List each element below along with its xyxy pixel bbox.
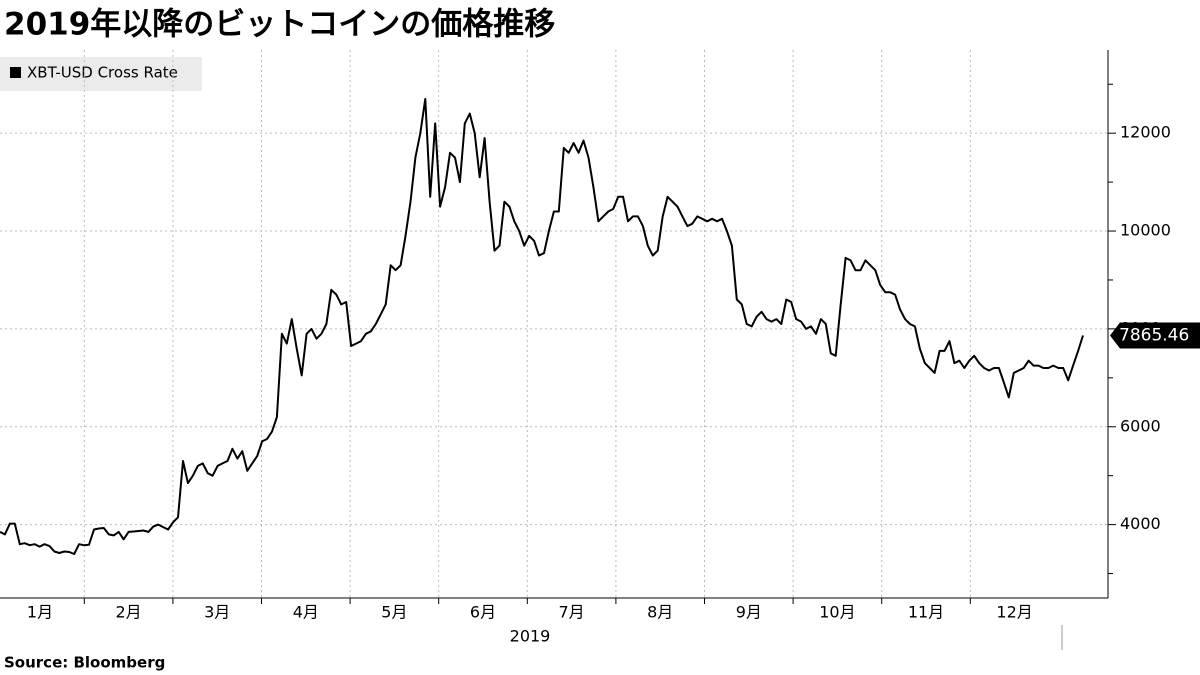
last-value-tag <box>1110 322 1200 349</box>
price-line <box>0 97 1084 555</box>
x-tick-label: 5月 <box>381 603 407 622</box>
x-tick-label: 4月 <box>293 603 319 622</box>
x-tick-label: 7月 <box>559 603 585 622</box>
legend-label: XBT-USD Cross Rate <box>27 64 178 82</box>
x-tick-label: 12月 <box>996 603 1032 622</box>
y-tick-label: 4000 <box>1120 514 1161 533</box>
x-tick-label: 1月 <box>27 603 53 622</box>
x-tick-label: 11月 <box>908 603 944 622</box>
chart-title: 2019年以降のビットコインの価格推移 <box>4 7 555 43</box>
source: Source: Bloomberg <box>4 654 165 672</box>
y-tick-label: 12000 <box>1120 123 1171 142</box>
x-tick-label: 8月 <box>647 603 673 622</box>
y-tick-label: 6000 <box>1120 416 1161 435</box>
x-tick-label: 6月 <box>470 603 496 622</box>
y-tick-label: 10000 <box>1120 221 1171 240</box>
legend-box <box>0 57 202 91</box>
x-tick-label: 2月 <box>116 603 142 622</box>
x-tick-label: 3月 <box>204 603 230 622</box>
x-axis-label: 2019 <box>510 627 551 646</box>
legend-swatch <box>10 67 21 78</box>
last-value-label: 7865.46 <box>1119 325 1189 345</box>
x-tick-label: 10月 <box>819 603 855 622</box>
x-tick-label: 9月 <box>736 603 762 622</box>
